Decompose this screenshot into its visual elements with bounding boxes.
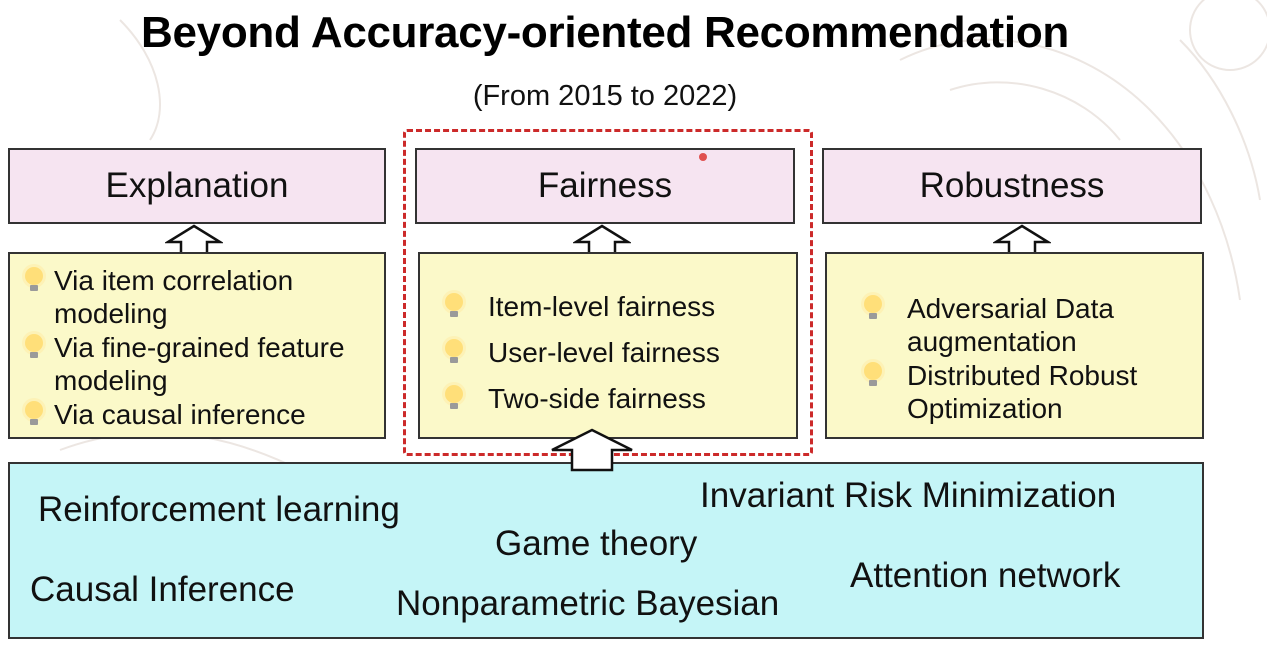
technique-causal-inference: Causal Inference — [30, 570, 295, 609]
technique-game-theory: Game theory — [495, 524, 698, 563]
list-item: User-level fairness — [440, 336, 720, 369]
explanation-heading: Explanation — [105, 166, 289, 205]
lightbulb-icon — [442, 382, 466, 409]
list-item: Item-level fairness — [440, 290, 715, 323]
fairness-heading-box: Fairness — [415, 148, 795, 224]
robustness-list: Adversarial Data augmentation Distribute… — [825, 252, 1204, 439]
fairness-heading: Fairness — [537, 166, 673, 205]
pointer-dot — [699, 153, 707, 161]
fairness-highlight-frame — [403, 129, 813, 456]
robustness-heading: Robustness — [919, 166, 1105, 205]
list-item: Via fine-grained feature modeling — [20, 331, 384, 397]
page-subtitle: (From 2015 to 2022) — [472, 80, 738, 112]
techniques-box: Reinforcement learning Invariant Risk Mi… — [8, 462, 1204, 639]
technique-invariant-risk-minimization: Invariant Risk Minimization — [700, 476, 1117, 515]
up-arrow-icon — [551, 428, 633, 472]
lightbulb-icon — [22, 398, 46, 425]
lightbulb-icon — [22, 331, 46, 358]
technique-reinforcement-learning: Reinforcement learning — [38, 490, 400, 529]
fairness-list: Item-level fairness User-level fairness … — [418, 252, 798, 439]
lightbulb-icon — [861, 359, 885, 386]
technique-nonparametric-bayesian: Nonparametric Bayesian — [396, 584, 780, 623]
robustness-heading-box: Robustness — [822, 148, 1202, 224]
explanation-heading-box: Explanation — [8, 148, 386, 224]
lightbulb-icon — [442, 336, 466, 363]
list-item: Via causal inference — [20, 398, 374, 431]
list-item: Two-side fairness — [440, 382, 706, 415]
list-item: Distributed Robust Optimization — [859, 359, 1177, 425]
list-item: Via item correlation modeling — [20, 264, 374, 330]
lightbulb-icon — [861, 292, 885, 319]
technique-attention-network: Attention network — [850, 556, 1121, 595]
lightbulb-icon — [442, 290, 466, 317]
explanation-list: Via item correlation modeling Via fine-g… — [8, 252, 386, 439]
lightbulb-icon — [22, 264, 46, 291]
list-item: Adversarial Data augmentation — [859, 292, 1177, 358]
page-title: Beyond Accuracy-oriented Recommendation — [141, 8, 1069, 57]
